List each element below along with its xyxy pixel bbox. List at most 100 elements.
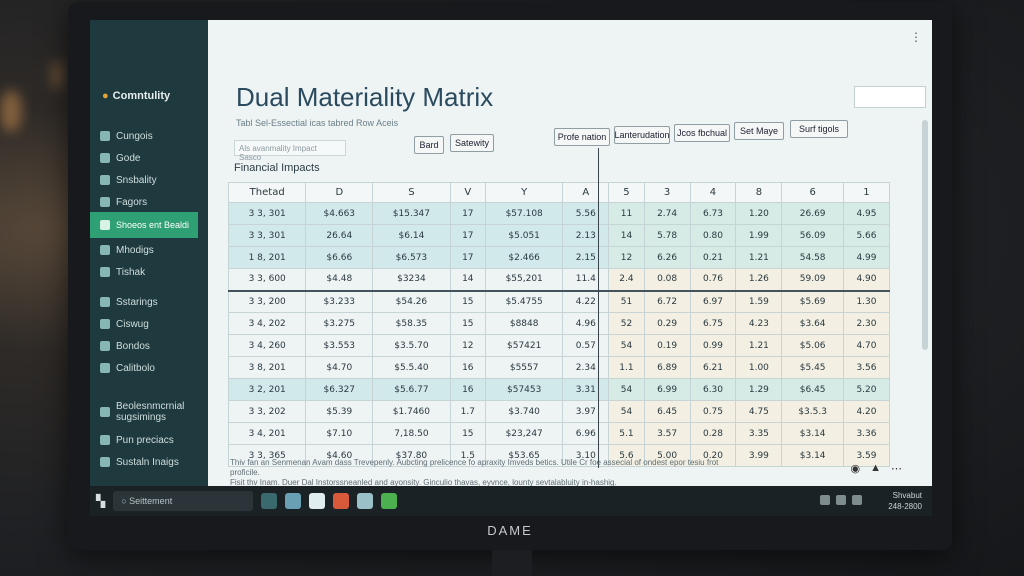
footnote-line: Fisit thv Inam. Duer Dal Instorssneanled… <box>230 478 617 487</box>
table-cell: 15 <box>449 312 487 335</box>
table-cell: 1.00 <box>735 356 783 379</box>
taskbar-app-icon[interactable] <box>285 493 302 509</box>
table-header-cell[interactable]: D <box>305 182 374 203</box>
nav-icon <box>100 153 110 163</box>
vertical-scrollbar[interactable] <box>922 120 928 350</box>
table-row[interactable]: 1 8, 201 $6.66 $6.573 17 $2.466 2.15 12 6.26 0.2… <box>227 246 891 269</box>
table-row[interactable]: 3 3, 600 $4.48 $3234 14 $55,201 11.4 2.4 0.08 0.… <box>227 268 891 291</box>
search-icon: ○ <box>121 496 130 506</box>
volume-icon[interactable] <box>836 495 846 505</box>
sidebar-item-9[interactable]: Bondos <box>100 336 208 356</box>
sidebar-item-5[interactable]: Mhodigs <box>100 240 208 260</box>
table-row[interactable]: 3 3, 202 $5.39 $1.7460 1.7 $3.740 3.97 54 6.45 0… <box>227 400 891 423</box>
toolbar-button-5[interactable]: Set Maye <box>734 122 784 140</box>
toolbar-button-2[interactable]: Profe nation <box>554 128 610 146</box>
table-row[interactable]: 3 3, 301 26.64 $6.14 17 $5.051 2.13 14 5.78 0.80… <box>227 224 891 247</box>
info-icon[interactable]: ◉ <box>850 463 861 475</box>
sidebar-item-12[interactable]: Pun preciacs <box>100 430 208 450</box>
sidebar-item-8[interactable]: Ciswug <box>100 314 208 334</box>
toolbar-button-3[interactable]: Lanterudation <box>614 126 670 144</box>
bell-icon[interactable]: ▲ <box>870 462 881 474</box>
taskbar-app-icon[interactable] <box>309 493 326 509</box>
table-cell: 2.34 <box>562 356 610 379</box>
table-cell: 3 3, 301 <box>227 202 307 225</box>
table-header-cell[interactable]: 1 <box>842 182 891 203</box>
toolbar-button-0[interactable]: Bard <box>414 136 444 154</box>
table-row[interactable]: 3 8, 201 $4.70 $5.5.40 16 $5557 2.34 1.1 6.89 6.… <box>227 356 891 379</box>
start-icon[interactable]: ▚ <box>96 494 106 508</box>
battery-icon[interactable] <box>852 495 862 505</box>
sidebar-item-1[interactable]: Gode <box>100 148 208 168</box>
toolbar-button-1[interactable]: Satewity <box>450 134 494 152</box>
nav-icon <box>100 131 110 141</box>
filter-input[interactable]: Als avanmality Impact Sasco <box>234 140 346 162</box>
table-cell: 26.69 <box>781 202 844 225</box>
table-header-cell[interactable]: A <box>562 182 610 203</box>
search-input[interactable] <box>854 86 926 108</box>
taskbar-app-icon[interactable] <box>381 493 398 509</box>
table-row[interactable]: 3 2, 201 $6.327 $5.6.77 16 $57453 3.31 54 6.99 6… <box>227 378 891 401</box>
table-cell: 2.13 <box>562 224 610 247</box>
table-row[interactable]: 3 4, 201 $7.10 7,18.50 15 $23,247 6.96 5.1 3.57… <box>227 422 891 445</box>
taskbar-app-icon[interactable] <box>357 493 374 509</box>
table-header-cell[interactable]: S <box>372 182 451 203</box>
table-cell: 0.08 <box>643 268 691 291</box>
more-options-icon[interactable]: ⋮ <box>910 30 922 44</box>
table-cell: 17 <box>449 246 487 269</box>
table-cell: $8848 <box>484 312 564 335</box>
table-cell: 0.19 <box>643 334 691 357</box>
table-row[interactable]: 3 3, 200 $3.233 $54.26 15 $5.4755 4.22 51 6.72 6… <box>227 289 891 313</box>
sidebar-item-7[interactable]: Sstarings <box>100 292 208 312</box>
table-cell: $3.233 <box>305 289 374 313</box>
sidebar-item-3[interactable]: Fagors <box>100 192 208 212</box>
sidebar-item-10[interactable]: Calitbolo <box>100 358 208 378</box>
sidebar-item-11[interactable]: Beolesnmcrnial sugsimings <box>100 401 208 423</box>
table-cell: 54.58 <box>781 246 844 269</box>
table-header-cell[interactable]: 8 <box>735 182 783 203</box>
toolbar-button-6[interactable]: Surf tigols <box>790 120 848 138</box>
more-icon[interactable]: ⋯ <box>891 463 902 475</box>
taskbar-search[interactable]: ○ Seittement <box>113 491 254 511</box>
sidebar-item-active[interactable]: Shoeos ent Bealdi <box>90 212 198 238</box>
taskbar-app-icon[interactable] <box>333 493 350 509</box>
nav-icon <box>100 297 110 307</box>
sidebar-item-2[interactable]: Snsbality <box>100 170 208 190</box>
table-cell: $6.45 <box>781 378 844 401</box>
table-header-cell[interactable]: 5 <box>608 182 645 203</box>
table-header-cell[interactable]: 3 <box>643 182 691 203</box>
taskbar-app-icon[interactable] <box>261 493 278 509</box>
table-row[interactable]: 3 4, 202 $3.275 $58.35 15 $8848 4.96 52 0.29 6.7… <box>227 312 891 335</box>
table-row[interactable]: 3 3, 365 $4.60 $37.80 1.5 $53.65 3.10 5.6 5.00 0… <box>227 444 891 467</box>
table-header-cell[interactable]: Y <box>484 182 564 203</box>
taskbar-search-label: Seittement <box>129 496 173 506</box>
background-light <box>0 90 22 132</box>
table-cell: $5.06 <box>781 334 844 357</box>
table-cell: 16 <box>449 378 487 401</box>
table-cell: $4.70 <box>305 356 374 379</box>
threshold-line[interactable] <box>598 148 599 468</box>
screen: ● Comntulity Cungois Gode Snsbality Fagor… <box>90 20 932 516</box>
table-row[interactable]: 3 4, 260 $3.553 $3.5.70 12 $57421 0.57 54 0.19 0… <box>227 334 891 357</box>
sidebar-item-label: Mhodigs <box>116 244 154 256</box>
table-cell: $55,201 <box>484 268 564 291</box>
table-header-cell[interactable]: 4 <box>689 182 737 203</box>
table-cell: 4.96 <box>562 312 610 335</box>
table-header-cell[interactable]: 6 <box>781 182 844 203</box>
network-icon[interactable] <box>820 495 830 505</box>
table-cell: $5.6.77 <box>372 378 451 401</box>
table-cell: $5557 <box>484 356 564 379</box>
clock[interactable]: Shvabut 248-2800 <box>888 490 922 512</box>
toolbar-button-4[interactable]: Jcos fbchual <box>674 124 730 142</box>
table-cell: 0.80 <box>689 224 737 247</box>
table-header-cell[interactable]: V <box>449 182 487 203</box>
table-cell: 3 4, 202 <box>227 312 307 335</box>
sidebar-item-6[interactable]: Tishak <box>100 262 208 282</box>
table-cell: 3.99 <box>735 444 783 467</box>
table-cell: 2.74 <box>643 202 691 225</box>
sidebar-item-0[interactable]: Cungois <box>100 126 208 146</box>
table-cell: 4.20 <box>842 400 891 423</box>
clock-line: Shvabut <box>892 491 922 500</box>
table-row[interactable]: 3 3, 301 $4.663 $15.347 17 $57.108 5.56 11 2.74… <box>227 202 891 225</box>
table-header-cell[interactable]: Thetad <box>227 182 307 203</box>
sidebar-item-13[interactable]: Sustaln Inaigs <box>100 452 208 472</box>
